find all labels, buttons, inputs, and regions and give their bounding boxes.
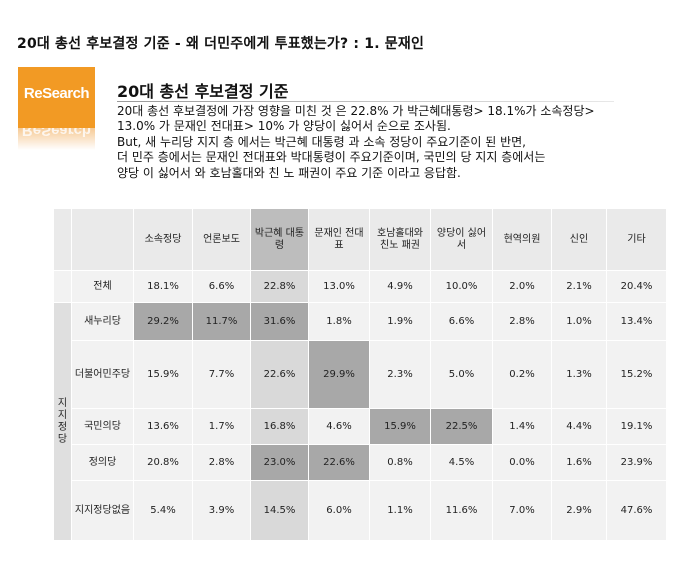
logo-text: ReSearch — [23, 85, 90, 102]
table-cell: 22.8% — [250, 270, 309, 303]
table-cell: 2.8% — [492, 302, 552, 341]
summary-line: 더 민주 층에서는 문재인 전대표와 박대통령이 주요기준이며, 국민의 당 지… — [117, 150, 546, 165]
table-row: 지지정당 새누리당 29.2% 11.7% 31.6% 1.8% 1.9% 6.… — [53, 302, 667, 541]
table-cell: 7.7% — [192, 340, 251, 409]
table-cell: 2.8% — [192, 444, 251, 481]
column-header: 신인 — [551, 208, 607, 271]
page-title: 20대 총선 후보결정 기준 - 왜 더민주에게 투표했는가? : 1. 문재인 — [17, 36, 425, 52]
row-label: 더불어민주당 — [71, 340, 134, 409]
table-cell: 20.4% — [606, 270, 667, 303]
table-cell: 4.6% — [308, 408, 370, 445]
column-header: 문재인 전대표 — [308, 208, 370, 271]
blank-cell — [53, 270, 72, 303]
table-cell: 13.0% — [308, 270, 370, 303]
table-cell: 1.0% — [551, 302, 607, 341]
logo-reflection: ReSearch — [18, 128, 95, 150]
table-cell: 29.2% — [133, 302, 193, 341]
table-cell: 1.7% — [192, 408, 251, 445]
table-cell: 13.4% — [606, 302, 667, 341]
table-cell: 2.1% — [551, 270, 607, 303]
table-row: 전체 18.1% 6.6% 22.8% 13.0% 4.9% 10.0% 2.0… — [53, 270, 667, 303]
heading-divider — [117, 101, 614, 102]
table-cell: 0.2% — [492, 340, 552, 409]
table-cell: 11.6% — [430, 480, 493, 541]
table-cell: 14.5% — [250, 480, 309, 541]
table-cell: 1.6% — [551, 444, 607, 481]
summary-line: 양당 이 싫어서 와 호남홀대와 친 노 패권이 주요 기준 이라고 응답함. — [117, 165, 461, 180]
corner-cell — [53, 208, 72, 271]
row-label: 전체 — [71, 270, 134, 303]
table-cell: 0.8% — [369, 444, 431, 481]
table-cell: 7.0% — [492, 480, 552, 541]
column-header: 양당이 싫어서 — [430, 208, 493, 271]
table-cell: 22.6% — [250, 340, 309, 409]
row-label: 지지정당없음 — [71, 480, 134, 541]
summary-line: 20대 총선 후보결정에 가장 영향을 미친 것 은 22.8% 가 박근혜대통… — [117, 104, 595, 118]
table-cell: 6.0% — [308, 480, 370, 541]
table-cell: 23.9% — [606, 444, 667, 481]
research-logo: ReSearch — [18, 67, 95, 128]
table-row: 더불어민주당 15.9% 7.7% 22.6% 29.9% 2.3% 5.0% … — [54, 340, 667, 409]
table-cell: 22.5% — [430, 408, 493, 445]
column-header: 박근혜 대통령 — [250, 208, 309, 271]
table-cell: 6.6% — [430, 302, 493, 341]
table-cell: 15.9% — [369, 408, 431, 445]
table-cell: 2.9% — [551, 480, 607, 541]
table-row: 국민의당 13.6% 1.7% 16.8% 4.6% 15.9% 22.5% 1… — [54, 408, 667, 445]
table-cell: 5.0% — [430, 340, 493, 409]
table-cell: 47.6% — [606, 480, 667, 541]
summary-line: But, 새 누리당 지지 층 에서는 박근혜 대통령 과 소속 정당이 주요기… — [117, 134, 526, 149]
table-row: 정의당 20.8% 2.8% 23.0% 22.6% 0.8% 4.5% 0.0… — [54, 444, 667, 481]
table-cell: 10.0% — [430, 270, 493, 303]
table-cell: 1.8% — [308, 302, 370, 341]
table-cell: 1.9% — [369, 302, 431, 341]
table-cell: 29.9% — [308, 340, 370, 409]
table-cell: 1.4% — [492, 408, 552, 445]
table-cell: 16.8% — [250, 408, 309, 445]
table-cell: 15.2% — [606, 340, 667, 409]
section-heading: 20대 총선 후보결정 기준 — [117, 82, 289, 101]
table-cell: 5.4% — [133, 480, 193, 541]
column-header: 현역의원 — [492, 208, 552, 271]
table-cell: 4.9% — [369, 270, 431, 303]
table-cell: 18.1% — [133, 270, 193, 303]
table-cell: 0.0% — [492, 444, 552, 481]
table-cell: 23.0% — [250, 444, 309, 481]
results-table: 소속정당 언론보도 박근혜 대통령 문재인 전대표 호남홀대와 친노 패권 양당… — [53, 208, 667, 541]
table-cell: 3.9% — [192, 480, 251, 541]
table-cell: 6.6% — [192, 270, 251, 303]
table-row: 지지정당없음 5.4% 3.9% 14.5% 6.0% 1.1% 11.6% 7… — [54, 480, 667, 541]
table-cell: 2.3% — [369, 340, 431, 409]
table-cell: 20.8% — [133, 444, 193, 481]
group-label-text: 지지정당 — [57, 397, 68, 445]
summary-text: 20대 총선 후보결정에 가장 영향을 미친 것 은 22.8% 가 박근혜대통… — [117, 104, 687, 181]
summary-line: 13.0% 가 문재인 전대표> 10% 가 양당이 싫어서 순으로 조사됨. — [117, 119, 451, 134]
column-header: 소속정당 — [133, 208, 193, 271]
group-label: 지지정당 — [53, 302, 72, 541]
table-cell: 22.6% — [308, 444, 370, 481]
row-label: 정의당 — [71, 444, 134, 481]
table-header-row: 소속정당 언론보도 박근혜 대통령 문재인 전대표 호남홀대와 친노 패권 양당… — [53, 208, 667, 271]
table-cell: 31.6% — [250, 302, 309, 341]
row-label: 새누리당 — [71, 302, 134, 341]
table-cell: 11.7% — [192, 302, 251, 341]
table-cell: 4.4% — [551, 408, 607, 445]
column-header: 언론보도 — [192, 208, 251, 271]
row-label: 국민의당 — [71, 408, 134, 445]
table-cell: 4.5% — [430, 444, 493, 481]
column-header: 기타 — [606, 208, 667, 271]
table-cell: 2.0% — [492, 270, 552, 303]
table-cell: 1.3% — [551, 340, 607, 409]
corner-cell — [71, 208, 134, 271]
column-header: 호남홀대와 친노 패권 — [369, 208, 431, 271]
table-cell: 13.6% — [133, 408, 193, 445]
logo-reflection-text: ReSearch — [21, 128, 92, 139]
table-cell: 15.9% — [133, 340, 193, 409]
table-cell: 1.1% — [369, 480, 431, 541]
table-cell: 19.1% — [606, 408, 667, 445]
